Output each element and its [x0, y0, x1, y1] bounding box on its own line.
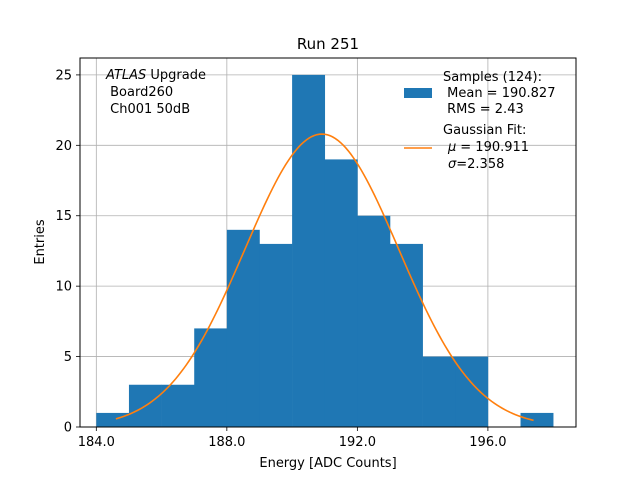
atlas-annotation: ATLAS Upgrade Board260 Ch001 50dB — [105, 68, 206, 117]
annotation-atlas: ATLAS — [105, 68, 146, 83]
y-axis-ticks: 0 5 10 15 20 25 — [55, 68, 80, 436]
histogram-bar-13 — [520, 412, 554, 427]
gaussian-fit-curve — [115, 133, 534, 422]
histogram-bar-2 — [161, 384, 195, 427]
histogram-bar-7 — [324, 159, 358, 427]
legend-mu-value: = 190.911 — [460, 140, 529, 155]
annotation-line-2: Board260 — [106, 85, 173, 100]
x-tick-label-1: 188.0 — [208, 435, 245, 450]
legend-fit-line-1: Gaussian Fit: — [443, 123, 526, 138]
legend-mu-symbol: μ — [447, 140, 456, 155]
legend-sigma-value: =2.358 — [456, 157, 504, 172]
legend-samples-line-3: RMS = 2.43 — [443, 102, 524, 117]
y-tick-label-5: 25 — [55, 68, 72, 83]
y-tick-label-1: 5 — [64, 350, 72, 365]
legend-samples-line-2: Mean = 190.827 — [443, 86, 555, 101]
histogram-bar-5 — [259, 243, 293, 427]
x-axis-label: Energy [ADC Counts] — [259, 456, 396, 471]
histogram-bar-4 — [226, 229, 260, 427]
histogram-bar-0 — [96, 412, 130, 427]
histogram-bar-3 — [194, 328, 228, 427]
annotation-upgrade: Upgrade — [146, 68, 206, 83]
y-axis-label: Entries — [33, 219, 48, 265]
legend-samples-line-1: Samples (124): — [443, 70, 542, 85]
x-axis-ticks: 184.0 188.0 192.0 196.0 — [78, 427, 507, 450]
x-tick-label-2: 192.0 — [339, 435, 376, 450]
y-tick-label-3: 15 — [55, 209, 72, 224]
histogram-bar-8 — [357, 215, 391, 427]
y-tick-label-2: 10 — [55, 280, 72, 295]
histogram-bar-6 — [292, 74, 326, 428]
legend-sigma-symbol: σ — [448, 157, 457, 172]
x-tick-label-0: 184.0 — [78, 435, 115, 450]
histogram-bar-11 — [455, 356, 489, 427]
legend-swatch-samples — [404, 88, 432, 98]
legend-fit-line-3: σ=2.358 — [448, 157, 504, 172]
plot-frame — [79, 57, 577, 428]
legend: Samples (124): Mean = 190.827 RMS = 2.43… — [404, 70, 555, 172]
histogram-bar-10 — [422, 356, 456, 427]
x-tick-label-3: 196.0 — [469, 435, 506, 450]
annotation-line-3: Ch001 50dB — [106, 102, 190, 117]
legend-fit-line-2: μ = 190.911 — [447, 140, 529, 155]
annotation-line-1: ATLAS Upgrade — [105, 68, 206, 83]
y-tick-label-4: 20 — [55, 139, 72, 154]
histogram-bar-9 — [390, 243, 423, 427]
y-tick-label-0: 0 — [64, 421, 72, 436]
chart-title: Run 251 — [297, 35, 359, 53]
